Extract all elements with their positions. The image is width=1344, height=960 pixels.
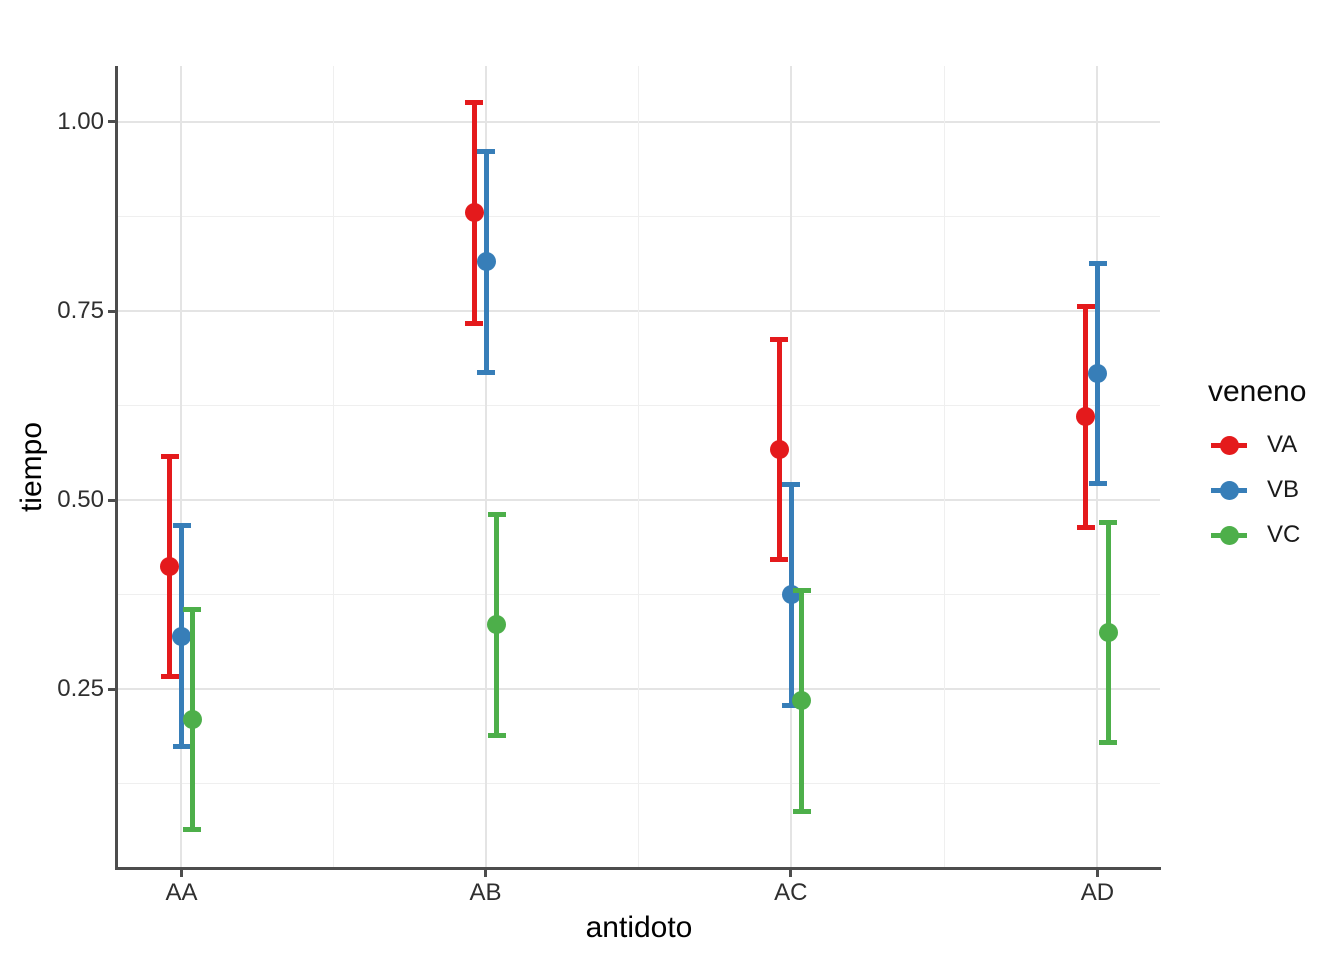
gridline-major-x-AB xyxy=(484,66,487,867)
gridline-major-y-0.25 xyxy=(118,688,1160,691)
errorbar-cap-bottom-VB-AB xyxy=(477,369,495,375)
errorbar-cap-top-VB-AB xyxy=(477,148,495,154)
x-tick-AC xyxy=(789,870,793,877)
y-tick-label-0.50: 0.50 xyxy=(57,486,104,514)
gridline-major-y-0.75 xyxy=(118,310,1160,313)
gridline-major-x-AC xyxy=(789,66,792,867)
x-axis-title: antidoto xyxy=(585,911,693,944)
errorbar-cap-top-VA-AB xyxy=(465,99,483,105)
errorbar-cap-bottom-VA-AB xyxy=(465,320,483,326)
errorbar-cap-top-VC-AC xyxy=(792,587,811,593)
point-VB-AD xyxy=(1088,363,1108,383)
errorbar-cap-bottom-VA-AC xyxy=(770,556,789,562)
x-tick-label-AD: AD xyxy=(1080,879,1115,906)
errorbar-cap-top-VA-AA xyxy=(160,453,179,459)
y-tick-label-0.75: 0.75 xyxy=(57,297,104,325)
legend-key-dot-VA xyxy=(1219,435,1239,455)
point-VC-AD xyxy=(1098,623,1118,643)
errorbar-cap-top-VC-AA xyxy=(183,606,202,612)
gridline-minor-y-0.875 xyxy=(118,216,1160,218)
errorbar-cap-top-VA-AC xyxy=(770,336,789,342)
errorbar-cap-bottom-VA-AA xyxy=(160,673,179,679)
legend-label-VC: VC xyxy=(1267,521,1301,548)
y-tick-0.50 xyxy=(108,498,115,502)
point-VA-AA xyxy=(160,556,180,576)
gridline-major-y-0.50 xyxy=(118,499,1160,502)
errorbar-cap-bottom-VA-AD xyxy=(1076,524,1095,530)
point-VB-AB xyxy=(476,252,496,272)
point-VB-AA xyxy=(172,626,192,646)
x-axis-line xyxy=(115,867,1161,870)
errorbar-cap-top-VA-AD xyxy=(1076,304,1095,310)
gridline-minor-y-0.125 xyxy=(118,783,1160,785)
errorbar-cap-bottom-VB-AC xyxy=(782,702,801,708)
y-tick-0.75 xyxy=(108,309,115,313)
errorbar-cap-bottom-VC-AA xyxy=(183,827,202,833)
gridline-minor-x-0 xyxy=(332,66,334,867)
gridline-major-x-AA xyxy=(180,66,183,867)
x-tick-label-AA: AA xyxy=(165,879,198,906)
x-tick-AB xyxy=(484,870,487,877)
y-tick-label-1.00: 1.00 xyxy=(57,107,104,135)
point-VA-AC xyxy=(769,439,789,459)
x-tick-AD xyxy=(1095,870,1099,877)
gridline-minor-y-0.375 xyxy=(118,594,1160,596)
errorbar-cap-top-VC-AB xyxy=(487,512,506,518)
x-tick-label-AC: AC xyxy=(774,879,808,906)
y-axis-line xyxy=(115,66,118,870)
errorbar-cap-top-VC-AD xyxy=(1099,519,1118,525)
legend-title: veneno xyxy=(1208,375,1307,408)
x-tick-AA xyxy=(179,870,183,877)
errorbar-cap-top-VB-AC xyxy=(782,481,801,487)
legend-key-dot-VB xyxy=(1219,480,1239,500)
legend-key-dot-VC xyxy=(1219,525,1239,545)
point-VA-AD xyxy=(1076,407,1096,427)
errorbar-cap-top-VB-AA xyxy=(172,523,191,529)
point-VC-AB xyxy=(487,615,506,635)
gridline-minor-x-1 xyxy=(637,66,639,867)
plot-panel xyxy=(118,66,1160,867)
errorbar-cap-top-VB-AD xyxy=(1088,260,1107,266)
errorbar-cap-bottom-VB-AD xyxy=(1088,481,1107,487)
gridline-minor-x-2 xyxy=(943,66,945,867)
errorbar-cap-bottom-VB-AA xyxy=(172,744,191,750)
legend-label-VA: VA xyxy=(1267,431,1298,458)
point-VC-AA xyxy=(182,710,202,729)
x-tick-label-AB: AB xyxy=(469,879,502,906)
point-VA-AB xyxy=(464,203,484,223)
errorbar-cap-bottom-VC-AD xyxy=(1099,740,1118,746)
errorbar-cap-bottom-VC-AB xyxy=(487,732,506,738)
y-tick-1.00 xyxy=(108,120,115,124)
gridline-minor-y-0.625 xyxy=(118,405,1160,407)
y-tick-0.25 xyxy=(108,687,115,691)
errorbar-cap-bottom-VC-AC xyxy=(792,808,811,814)
point-VC-AC xyxy=(792,691,812,711)
gridline-major-y-1.00 xyxy=(118,120,1160,123)
legend-label-VB: VB xyxy=(1267,476,1300,503)
y-tick-label-0.25: 0.25 xyxy=(57,675,104,703)
